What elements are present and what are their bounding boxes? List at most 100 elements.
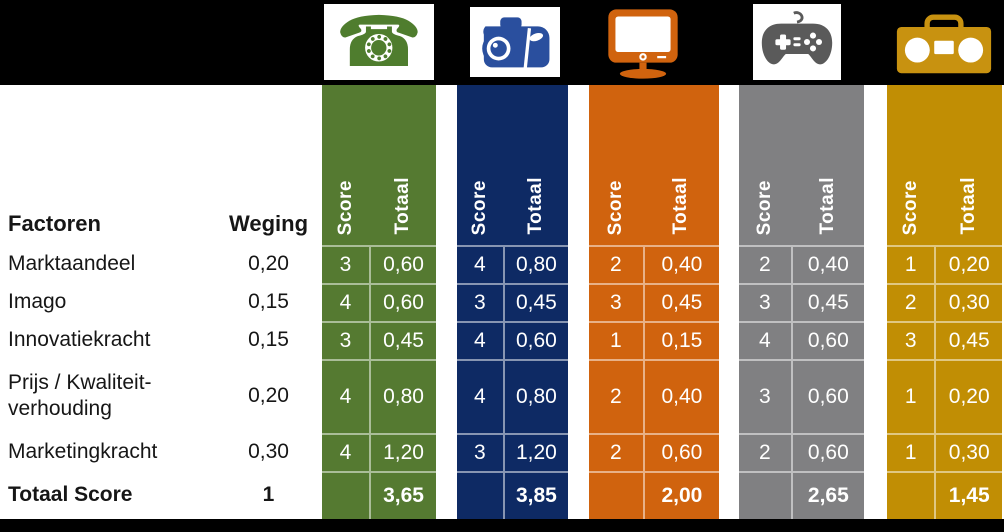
empty-cell xyxy=(589,473,643,519)
weight-value: 0,15 xyxy=(248,328,289,351)
total-value: 0,45 xyxy=(502,285,568,321)
total-score-value: 3,65 xyxy=(369,473,436,519)
footer-band xyxy=(0,519,1004,532)
score-value: 3 xyxy=(758,291,771,314)
total-value: 0,45 xyxy=(642,285,719,321)
total-value: 0,45 xyxy=(369,323,436,359)
table-cell: 2 0,40 xyxy=(739,245,864,283)
total-value: 0,20 xyxy=(934,247,1002,283)
monitor-column-header: Score Totaal xyxy=(589,85,719,245)
boombox-icon xyxy=(888,11,1000,75)
table-cell: 3 0,60 xyxy=(322,245,436,283)
camera-column-header: Score Totaal xyxy=(457,85,568,245)
score-column-label: Score xyxy=(900,179,922,235)
score-value: 3 xyxy=(474,291,486,314)
score-value: 2 xyxy=(610,441,622,464)
table-cell: 1 0,30 xyxy=(887,433,1002,471)
boombox-column-header: Score Totaal xyxy=(887,85,1002,245)
score-value: 4 xyxy=(339,441,352,464)
total-column-label: Totaal xyxy=(391,177,413,235)
empty-cell xyxy=(739,473,791,519)
telephone-column-header: Score Totaal xyxy=(322,85,436,245)
table-cell: 4 0,60 xyxy=(457,321,568,359)
total-value: 0,15 xyxy=(642,323,719,359)
table-cell: 4 0,80 xyxy=(457,245,568,283)
score-value: 3 xyxy=(339,329,352,352)
score-value: 2 xyxy=(610,253,622,276)
score-column-label: Score xyxy=(605,179,627,235)
table-cell: 4 1,20 xyxy=(322,433,436,471)
total-value: 0,60 xyxy=(369,247,436,283)
table-cell: 2 0,40 xyxy=(589,359,719,433)
telephone-tile: ☎ xyxy=(324,4,434,80)
factor-label: Innovatiekracht xyxy=(8,327,151,351)
monitor-wrap xyxy=(601,5,685,83)
total-score-cell: 3,65 xyxy=(322,471,436,519)
table-cell: 1 0,20 xyxy=(887,245,1002,283)
score-value: 3 xyxy=(339,253,352,276)
total-row-label: Totaal Score xyxy=(8,482,133,506)
camera-icon xyxy=(474,11,556,73)
score-value: 1 xyxy=(610,329,622,352)
table-cell: 2 0,60 xyxy=(739,433,864,471)
score-value: 4 xyxy=(474,385,486,408)
total-value: 0,60 xyxy=(790,361,864,433)
table-cell: 2 0,30 xyxy=(887,283,1002,321)
total-value: 0,20 xyxy=(934,361,1002,433)
total-score-value: 1,45 xyxy=(934,473,1002,519)
scoring-table: Factoren Weging Score Totaal Score Totaa… xyxy=(0,85,1004,519)
factor-column-header: Factoren xyxy=(8,211,101,236)
score-value: 4 xyxy=(339,385,352,408)
score-value: 3 xyxy=(610,291,622,314)
total-value: 1,20 xyxy=(502,435,568,471)
total-value: 0,80 xyxy=(502,247,568,283)
total-value: 0,60 xyxy=(642,435,719,471)
table-cell: 1 0,20 xyxy=(887,359,1002,433)
score-value: 4 xyxy=(474,253,486,276)
table-cell: 3 0,45 xyxy=(739,283,864,321)
total-value: 0,30 xyxy=(934,435,1002,471)
weight-value: 0,20 xyxy=(248,384,289,407)
total-value: 0,80 xyxy=(369,361,436,433)
table-cell: 4 0,60 xyxy=(739,321,864,359)
empty-cell xyxy=(887,473,934,519)
total-value: 0,45 xyxy=(790,285,864,321)
score-value: 2 xyxy=(610,385,622,408)
score-column-label: Score xyxy=(334,179,356,235)
score-column-label: Score xyxy=(754,179,776,235)
factor-label: Imago xyxy=(8,289,67,313)
weight-column-header: Weging xyxy=(228,211,309,236)
total-value: 0,30 xyxy=(934,285,1002,321)
score-value: 1 xyxy=(904,253,917,276)
weight-value: 0,20 xyxy=(248,252,289,275)
score-value: 1 xyxy=(904,385,917,408)
camera-tile xyxy=(470,7,560,77)
total-value: 0,80 xyxy=(502,361,568,433)
total-weight-value: 1 xyxy=(262,483,275,506)
table-cell: 3 1,20 xyxy=(457,433,568,471)
total-score-cell: 3,85 xyxy=(457,471,568,519)
total-value: 0,40 xyxy=(790,247,864,283)
total-score-value: 2,00 xyxy=(642,473,719,519)
score-column-label: Score xyxy=(469,179,491,235)
table-cell: 3 0,60 xyxy=(739,359,864,433)
header-band: ☎ xyxy=(0,0,1004,85)
total-score-cell: 2,00 xyxy=(589,471,719,519)
total-score-value: 2,65 xyxy=(790,473,864,519)
score-value: 4 xyxy=(758,329,771,352)
factor-label: Prijs / Kwaliteit-verhouding xyxy=(8,370,152,420)
table-cell: 4 0,80 xyxy=(322,359,436,433)
total-column-label: Totaal xyxy=(957,177,979,235)
total-column-label: Totaal xyxy=(670,177,692,235)
boombox-wrap xyxy=(886,10,1002,76)
empty-cell xyxy=(457,473,503,519)
score-value: 1 xyxy=(904,441,917,464)
score-value: 2 xyxy=(758,253,771,276)
score-value: 4 xyxy=(339,291,352,314)
score-value: 3 xyxy=(474,441,486,464)
factor-label: Marketingkracht xyxy=(8,439,158,463)
weight-value: 0,15 xyxy=(248,290,289,313)
total-column-label: Totaal xyxy=(524,177,546,235)
total-value: 0,60 xyxy=(790,435,864,471)
